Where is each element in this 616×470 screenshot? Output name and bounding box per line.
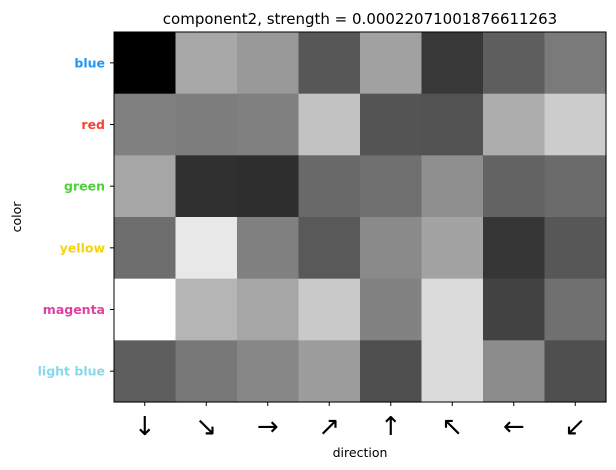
heatmap-cell <box>114 155 177 218</box>
heatmap-cell <box>175 278 238 341</box>
x-tick-labels: ↓ ↘ → ↗ ↑ ↖ ← ↙ <box>134 402 586 442</box>
heatmap-cell <box>114 217 177 280</box>
heatmap-cell <box>175 93 238 156</box>
heatmap-cell <box>175 217 238 280</box>
heatmap-cell <box>544 278 607 341</box>
heatmap-cell <box>237 340 300 403</box>
heatmap-cell <box>360 155 423 218</box>
y-tick-label: green <box>64 179 105 194</box>
heatmap-cell <box>360 340 423 403</box>
y-tick-labels: blue red green yellow magenta light blue <box>38 55 114 379</box>
heatmap-cell <box>175 155 238 218</box>
heatmap-cell <box>544 340 607 403</box>
x-tick-label: ↙ <box>564 412 586 442</box>
y-tick-label: light blue <box>38 364 105 379</box>
heatmap-cell <box>483 155 546 218</box>
heatmap-cell <box>421 32 484 95</box>
heatmap-cell <box>298 217 361 280</box>
heatmap-cell <box>360 93 423 156</box>
heatmap-cell <box>483 93 546 156</box>
heatmap-cell <box>421 278 484 341</box>
heatmap-cell <box>483 278 546 341</box>
y-tick-label: blue <box>74 55 105 70</box>
heatmap-cell <box>421 155 484 218</box>
heatmap-cell <box>544 32 607 95</box>
chart-title: component2, strength = 0.000220710018766… <box>163 10 557 28</box>
heatmap-cell <box>298 340 361 403</box>
x-tick-label: → <box>257 412 279 442</box>
heatmap-cell <box>483 340 546 403</box>
heatmap-cell <box>360 278 423 341</box>
heatmap-cell <box>360 217 423 280</box>
heatmap-cell <box>360 32 423 95</box>
x-tick-label: ↘ <box>195 412 217 442</box>
heatmap-cell <box>175 340 238 403</box>
heatmap-cell <box>298 93 361 156</box>
heatmap-cells <box>114 32 607 403</box>
x-axis-label: direction <box>333 445 388 460</box>
x-tick-label: ↑ <box>380 412 402 442</box>
heatmap-cell <box>114 278 177 341</box>
heatmap-cell <box>114 32 177 95</box>
heatmap-cell <box>237 32 300 95</box>
y-tick-label: magenta <box>43 302 105 317</box>
heatmap-cell <box>237 217 300 280</box>
heatmap-cell <box>483 217 546 280</box>
heatmap-cell <box>421 340 484 403</box>
heatmap-cell <box>421 93 484 156</box>
heatmap-cell <box>237 278 300 341</box>
heatmap-cell <box>298 155 361 218</box>
heatmap-cell <box>298 32 361 95</box>
heatmap-cell <box>544 93 607 156</box>
heatmap-cell <box>237 155 300 218</box>
x-tick-label: ↖ <box>441 412 463 442</box>
heatmap-cell <box>421 217 484 280</box>
heatmap-cell <box>483 32 546 95</box>
x-tick-label: ↗ <box>318 412 340 442</box>
heatmap-cell <box>298 278 361 341</box>
plot-frame <box>113 31 607 403</box>
x-tick-label: ↓ <box>134 412 156 442</box>
heatmap-cell <box>114 340 177 403</box>
heatmap-cell <box>175 32 238 95</box>
x-tick-label: ← <box>503 412 525 442</box>
heatmap-cell <box>544 217 607 280</box>
y-tick-label: red <box>81 117 105 132</box>
y-axis-label: color <box>9 201 24 233</box>
heatmap-cell <box>114 93 177 156</box>
heatmap-cell <box>237 93 300 156</box>
y-tick-label: yellow <box>60 240 106 255</box>
heatmap-cell <box>544 155 607 218</box>
